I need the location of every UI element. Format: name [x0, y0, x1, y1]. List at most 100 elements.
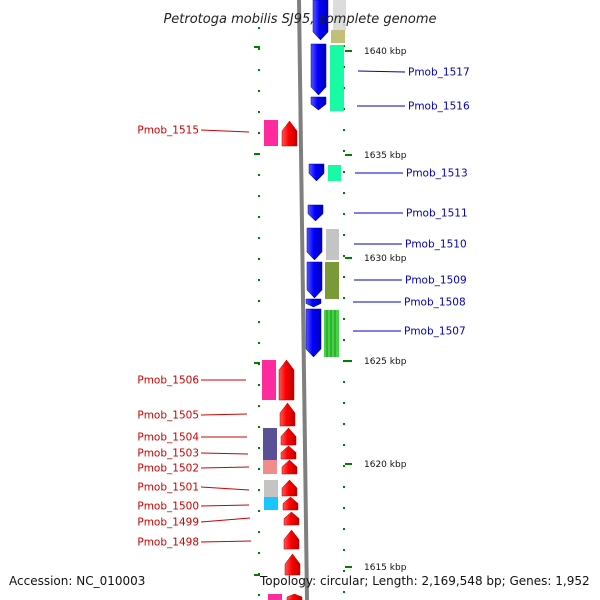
cog-block	[328, 165, 341, 181]
reverse-gene-arrow	[307, 204, 324, 222]
ruler-tick	[345, 463, 352, 465]
cog-block	[264, 120, 278, 146]
gene-features	[262, 0, 346, 600]
ruler-tick	[345, 154, 352, 156]
reverse-gene-arrow	[306, 261, 323, 299]
forward-gene-arrow	[286, 593, 303, 600]
forward-gene-arrow	[281, 479, 298, 497]
tick-mark	[258, 342, 260, 344]
tick-mark	[258, 27, 260, 29]
gene-label: Pmob_1503	[137, 448, 199, 460]
leader-line	[357, 70, 406, 73]
tick-mark	[343, 297, 345, 299]
genome-summary-text: Topology: circular; Length: 2,169,548 bp…	[260, 574, 590, 588]
ruler-label: 1630 kbp	[364, 254, 407, 264]
tick-mark	[258, 90, 260, 92]
tick-mark	[343, 591, 345, 593]
tick-mark	[258, 216, 260, 218]
ruler-tick	[345, 50, 352, 52]
major-tick-mark	[254, 574, 260, 576]
cog-block	[264, 480, 278, 497]
ruler-tick	[345, 566, 352, 568]
tick-mark	[343, 465, 345, 467]
tick-mark	[258, 237, 260, 239]
forward-gene-arrow	[282, 496, 299, 511]
leader-line	[200, 413, 248, 416]
cog-block	[264, 497, 278, 510]
position-ruler: 1640 kbp 1635 kbp 1630 kbp 1625 kbp 1620 kbp…	[345, 47, 407, 573]
ruler-label: 1615 kbp	[364, 563, 407, 573]
gene-label: Pmob_1498	[137, 537, 199, 549]
tick-mark	[258, 594, 260, 596]
cog-block	[263, 428, 277, 460]
gene-label: Pmob_1507	[404, 326, 466, 338]
tick-mark	[258, 468, 260, 470]
inner-tick-marks	[254, 27, 260, 596]
tick-mark	[258, 132, 260, 134]
forward-gene-arrow	[278, 359, 295, 401]
reverse-gene-arrow	[312, 0, 329, 41]
leader-line	[200, 466, 250, 469]
leader-line	[200, 504, 250, 507]
tick-mark	[258, 300, 260, 302]
tick-mark	[343, 255, 345, 257]
tick-mark	[258, 174, 260, 176]
gene-label: Pmob_1516	[408, 101, 470, 113]
tick-mark	[343, 318, 345, 320]
leader-line	[200, 540, 252, 543]
tick-mark	[343, 276, 345, 278]
ruler-label: 1640 kbp	[364, 47, 407, 57]
ruler-tick	[345, 360, 352, 362]
tick-mark	[258, 279, 260, 281]
gene-labels: Pmob_1515 Pmob_1506 Pmob_1505 Pmob_1504 Pmob…	[137, 67, 470, 549]
genome-backbone	[297, 0, 309, 600]
gene-label: Pmob_1502	[137, 463, 199, 475]
tick-mark	[343, 234, 345, 236]
major-tick-mark	[254, 153, 260, 155]
cog-block	[262, 360, 276, 400]
tick-mark	[258, 531, 260, 533]
gene-label: Pmob_1500	[137, 501, 199, 513]
tick-mark	[343, 171, 345, 173]
reverse-gene-arrow	[306, 227, 323, 261]
ruler-label: 1620 kbp	[364, 460, 407, 470]
tick-mark	[258, 510, 260, 512]
gene-label: Pmob_1515	[137, 125, 199, 137]
gene-label: Pmob_1504	[137, 432, 199, 444]
tick-mark	[343, 444, 345, 446]
gene-label: Pmob_1505	[137, 410, 199, 422]
gene-label: Pmob_1499	[137, 517, 199, 529]
tick-mark	[258, 111, 260, 113]
major-tick-mark	[254, 362, 260, 364]
cog-block	[333, 0, 346, 30]
cog-block	[325, 262, 339, 299]
tick-mark	[258, 405, 260, 407]
gene-label: Pmob_1506	[137, 375, 199, 387]
gene-label: Pmob_1509	[405, 275, 467, 287]
cog-block	[326, 229, 339, 260]
forward-gene-arrow	[284, 553, 301, 576]
leader-line	[200, 452, 249, 455]
cog-block	[331, 30, 345, 43]
tick-mark	[343, 570, 345, 572]
cog-block	[330, 96, 344, 111]
forward-gene-arrow	[281, 459, 298, 475]
tick-mark	[343, 549, 345, 551]
tick-mark	[258, 69, 260, 71]
label-leader-lines	[200, 70, 406, 543]
gene-label: Pmob_1517	[408, 67, 470, 79]
ruler-label: 1625 kbp	[364, 357, 407, 367]
forward-gene-arrow	[280, 445, 297, 460]
tick-mark	[343, 402, 345, 404]
tick-mark	[343, 381, 345, 383]
reverse-gene-arrow	[310, 43, 327, 96]
gene-label: Pmob_1501	[137, 482, 199, 494]
forward-gene-arrow	[283, 511, 300, 526]
tick-mark	[258, 426, 260, 428]
gene-label: Pmob_1510	[405, 239, 467, 251]
tick-mark	[343, 486, 345, 488]
tick-mark	[258, 384, 260, 386]
reverse-gene-arrow	[308, 163, 325, 182]
tick-mark	[343, 423, 345, 425]
